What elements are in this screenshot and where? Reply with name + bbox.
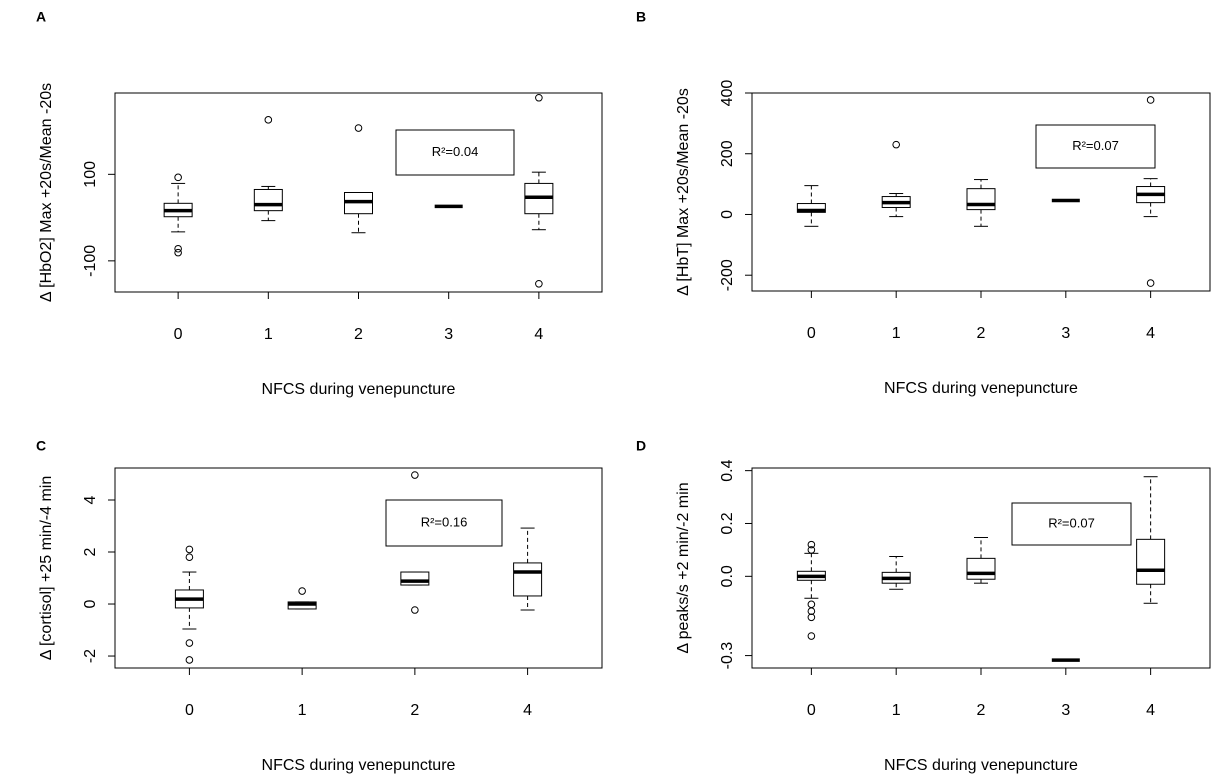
- box: [966, 557, 996, 580]
- x-tick-label: 1: [892, 702, 901, 719]
- outlier: [185, 639, 194, 647]
- outlier: [807, 540, 816, 549]
- x-tick-label: 0: [174, 326, 183, 343]
- box: [1136, 538, 1166, 585]
- y-axis-label: Δ [cortisol] +25 min/-4 min: [38, 476, 55, 661]
- panel-letter: C: [36, 438, 46, 454]
- outlier: [174, 248, 182, 257]
- y-tick-label: -200: [719, 259, 736, 291]
- x-tick-label: 4: [1146, 325, 1155, 342]
- y-axis-label: Δ [HbO2] Max +20s/Mean -20s: [38, 83, 55, 302]
- x-tick-label: 2: [977, 702, 986, 719]
- x-tick-label: 0: [807, 325, 816, 342]
- x-tick-label: 4: [1146, 702, 1155, 719]
- annotation: R²=0.16: [421, 514, 468, 529]
- annotation: R²=0.07: [1072, 138, 1119, 153]
- y-tick-label: 400: [719, 80, 736, 107]
- outlier: [1146, 96, 1155, 104]
- y-tick-label: 4: [82, 495, 99, 504]
- box: [513, 562, 543, 597]
- y-tick-label: -2: [82, 649, 99, 663]
- x-tick-label: 3: [444, 326, 453, 343]
- box: [253, 188, 283, 212]
- x-tick-label: 1: [264, 326, 273, 343]
- x-axis-label: NFCS during venepuncture: [884, 757, 1078, 774]
- y-tick-label: 200: [719, 140, 736, 167]
- outlier: [354, 124, 363, 132]
- y-tick-label: 100: [82, 161, 99, 188]
- y-axis-label: Δ [HbT] Max +20s/Mean -20s: [675, 88, 692, 296]
- outlier: [535, 93, 543, 102]
- panel-letter: D: [636, 438, 646, 454]
- outlier: [411, 471, 419, 479]
- outlier: [807, 546, 816, 554]
- outlier: [185, 656, 194, 664]
- panel-letter: A: [36, 9, 46, 25]
- annotation: R²=0.04: [432, 144, 479, 159]
- x-axis-label: NFCS during venepuncture: [262, 381, 456, 398]
- y-tick-label: 0: [82, 599, 99, 608]
- outlier: [807, 607, 816, 615]
- annotation-box: [1035, 124, 1156, 169]
- outlier: [1146, 279, 1155, 287]
- x-tick-label: 0: [807, 702, 816, 719]
- y-tick-label: 2: [82, 547, 99, 556]
- box: [966, 188, 996, 211]
- plot-frame: [114, 467, 603, 669]
- x-tick-label: 4: [534, 326, 543, 343]
- x-axis-label: NFCS during venepuncture: [262, 757, 456, 774]
- panel-letter: B: [636, 9, 646, 25]
- annotation-box: [395, 129, 515, 176]
- x-tick-label: 4: [523, 702, 532, 719]
- y-tick-label: -100: [82, 245, 99, 277]
- x-tick-label: 2: [977, 325, 986, 342]
- outlier: [174, 244, 182, 253]
- outlier: [411, 606, 419, 614]
- x-tick-label: 2: [354, 326, 363, 343]
- x-tick-label: 2: [410, 702, 419, 719]
- annotation-box: [1011, 502, 1132, 546]
- x-tick-label: 1: [298, 702, 307, 719]
- outlier: [807, 632, 816, 640]
- y-tick-label: -0.3: [719, 642, 736, 670]
- x-tick-label: 0: [185, 702, 194, 719]
- outlier: [298, 587, 306, 595]
- y-tick-label: 0.2: [719, 512, 736, 534]
- outlier: [807, 600, 816, 609]
- y-tick-label: 0: [719, 210, 736, 219]
- annotation-box: [385, 499, 503, 547]
- outlier: [807, 613, 816, 622]
- annotation: R²=0.07: [1048, 515, 1095, 530]
- y-tick-label: 0.0: [719, 565, 736, 587]
- y-axis-label: Δ peaks/s +2 min/-2 min: [675, 482, 692, 653]
- box: [796, 203, 826, 213]
- outlier: [185, 553, 194, 562]
- x-axis-label: NFCS during venepuncture: [884, 380, 1078, 397]
- y-tick-label: 0.4: [719, 459, 736, 481]
- outlier: [892, 140, 900, 149]
- outlier: [535, 279, 543, 288]
- outlier: [174, 173, 182, 182]
- x-tick-label: 3: [1061, 702, 1070, 719]
- x-tick-label: 3: [1061, 325, 1070, 342]
- x-tick-label: 1: [892, 325, 901, 342]
- box: [400, 571, 430, 586]
- outlier: [185, 545, 194, 554]
- outlier: [264, 116, 273, 124]
